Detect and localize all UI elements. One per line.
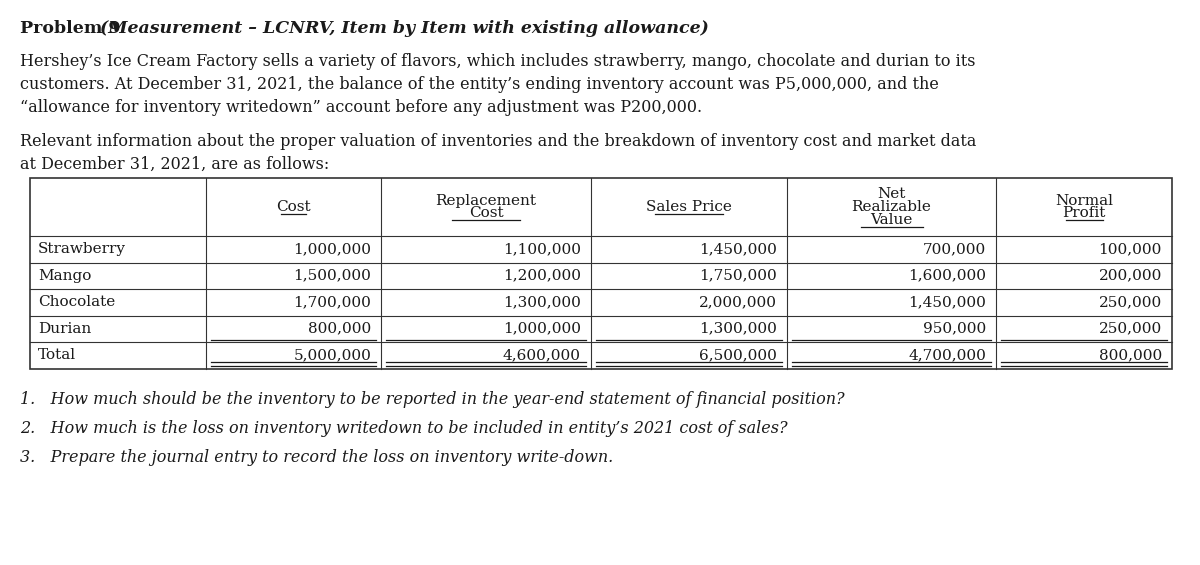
Text: 2,000,000: 2,000,000 — [698, 295, 776, 309]
Text: 1,450,000: 1,450,000 — [908, 295, 986, 309]
Text: 4,600,000: 4,600,000 — [503, 348, 581, 362]
Text: 250,000: 250,000 — [1099, 321, 1162, 336]
Text: Normal: Normal — [1055, 194, 1114, 208]
Text: 1,000,000: 1,000,000 — [503, 321, 581, 336]
Text: Sales Price: Sales Price — [646, 200, 732, 214]
Text: Cost: Cost — [276, 200, 311, 214]
Text: 1,700,000: 1,700,000 — [294, 295, 371, 309]
Text: 3.   Prepare the journal entry to record the loss on inventory write-down.: 3. Prepare the journal entry to record t… — [20, 450, 613, 467]
Text: Problem 9: Problem 9 — [20, 20, 127, 37]
Text: Cost: Cost — [469, 206, 504, 220]
Text: 1.   How much should be the inventory to be reported in the year-end statement o: 1. How much should be the inventory to b… — [20, 390, 845, 407]
Text: Durian: Durian — [38, 321, 91, 336]
Text: Chocolate: Chocolate — [38, 295, 115, 309]
Text: 200,000: 200,000 — [1099, 269, 1162, 282]
Bar — [30, 178, 1172, 368]
Text: 1,100,000: 1,100,000 — [503, 242, 581, 257]
Text: 950,000: 950,000 — [923, 321, 986, 336]
Text: 2.   How much is the loss on inventory writedown to be included in entity’s 2021: 2. How much is the loss on inventory wri… — [20, 420, 787, 437]
Text: 800,000: 800,000 — [1099, 348, 1162, 362]
Text: 250,000: 250,000 — [1099, 295, 1162, 309]
Text: 700,000: 700,000 — [923, 242, 986, 257]
Text: 800,000: 800,000 — [308, 321, 371, 336]
Text: Hershey’s Ice Cream Factory sells a variety of flavors, which includes strawberr: Hershey’s Ice Cream Factory sells a vari… — [20, 53, 976, 116]
Text: 1,300,000: 1,300,000 — [698, 321, 776, 336]
Text: 1,500,000: 1,500,000 — [294, 269, 371, 282]
Text: 1,200,000: 1,200,000 — [503, 269, 581, 282]
Text: 1,750,000: 1,750,000 — [700, 269, 776, 282]
Text: Realizable: Realizable — [852, 200, 931, 214]
Text: (Measurement – LCNRV, Item by Item with existing allowance): (Measurement – LCNRV, Item by Item with … — [100, 20, 709, 37]
Text: 1,450,000: 1,450,000 — [698, 242, 776, 257]
Text: Profit: Profit — [1062, 206, 1106, 220]
Text: 4,700,000: 4,700,000 — [908, 348, 986, 362]
Text: Strawberry: Strawberry — [38, 242, 126, 257]
Text: Replacement: Replacement — [436, 194, 536, 208]
Text: Total: Total — [38, 348, 76, 362]
Text: 5,000,000: 5,000,000 — [294, 348, 371, 362]
Text: Relevant information about the proper valuation of inventories and the breakdown: Relevant information about the proper va… — [20, 133, 977, 173]
Text: 1,000,000: 1,000,000 — [293, 242, 371, 257]
Text: Net: Net — [877, 188, 906, 202]
Text: 1,300,000: 1,300,000 — [503, 295, 581, 309]
Text: 100,000: 100,000 — [1099, 242, 1162, 257]
Text: Value: Value — [870, 212, 913, 227]
Text: 6,500,000: 6,500,000 — [698, 348, 776, 362]
Text: 1,600,000: 1,600,000 — [908, 269, 986, 282]
Text: Mango: Mango — [38, 269, 91, 282]
